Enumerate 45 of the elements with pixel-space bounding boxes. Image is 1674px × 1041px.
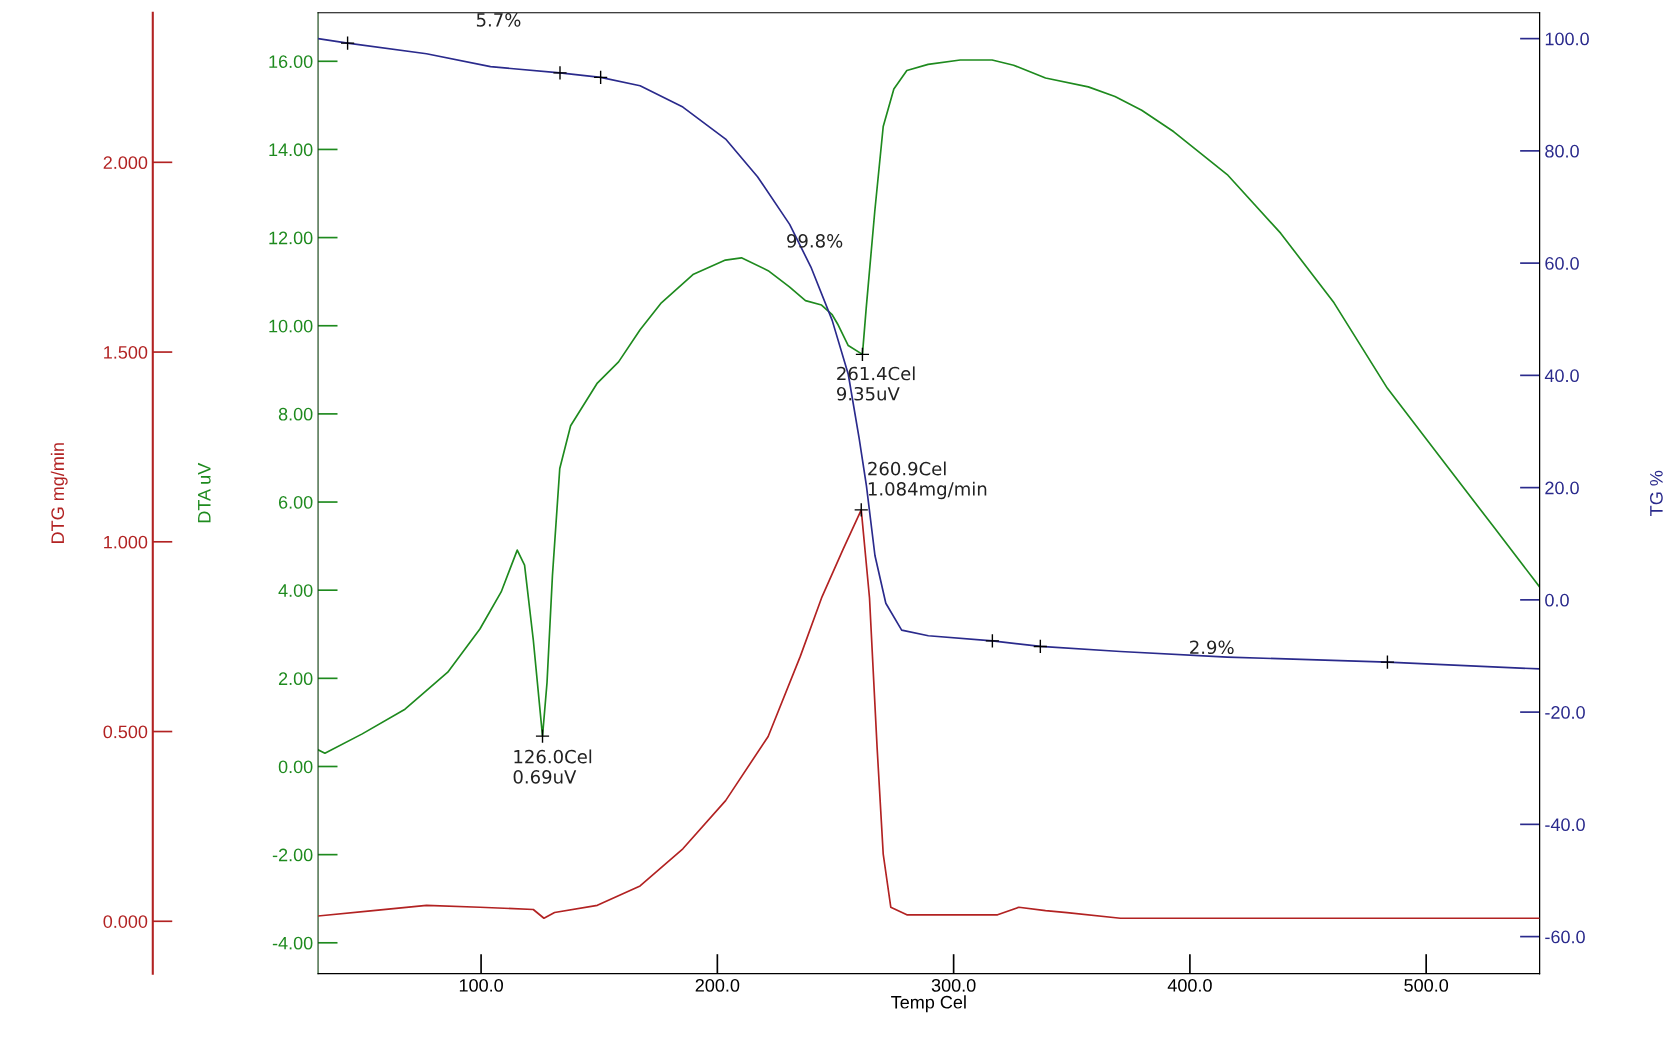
y-tick-label: 1.500 bbox=[104, 345, 148, 359]
point bbox=[1380, 654, 1395, 670]
y3-tick-label: 2.00 bbox=[278, 672, 313, 686]
y3-tick-label: 4.00 bbox=[278, 584, 313, 597]
point bbox=[340, 35, 355, 51]
point bbox=[552, 65, 568, 81]
y3-axis-title: DTA uV bbox=[198, 462, 211, 523]
y2-tick-label: 0.0 bbox=[1545, 593, 1569, 607]
y2-tick-label: 20.0 bbox=[1545, 481, 1579, 495]
y3-tick-label: 6.00 bbox=[278, 495, 313, 509]
y3-tick-label: 16.00 bbox=[269, 55, 313, 69]
x-tick-label: 200.0 bbox=[695, 978, 740, 992]
y2-axis-title: TG % bbox=[1649, 470, 1663, 516]
x-axis-title: Temp Cel bbox=[891, 995, 966, 1013]
y-tick-label: 0.000 bbox=[103, 915, 148, 928]
y3-tick-label: -4.00 bbox=[272, 936, 313, 950]
y3-tick-label: 10.00 bbox=[269, 319, 313, 333]
y-tick-label: 0.500 bbox=[103, 725, 148, 739]
y-tick-label: 1.000 bbox=[104, 535, 148, 549]
x-tick-label: 300.0 bbox=[931, 978, 976, 992]
point bbox=[593, 70, 608, 85]
y3-tick-label: -2.00 bbox=[272, 848, 313, 862]
y-axis-title: DTG mg/min bbox=[50, 443, 68, 543]
y3-tick-label: 0.00 bbox=[278, 760, 313, 774]
annotation: 260.9Cel 1.084mg/min bbox=[868, 461, 987, 500]
y2-tick-label: 100.0 bbox=[1545, 32, 1589, 46]
line-series bbox=[318, 509, 1540, 920]
x-tick-label: 500.0 bbox=[1404, 978, 1449, 992]
x-tick-label: 400.0 bbox=[1167, 978, 1212, 992]
x-tick-label: 100.0 bbox=[459, 978, 503, 992]
annotation: 2.9% bbox=[1190, 640, 1234, 655]
point bbox=[985, 633, 1000, 649]
y2-tick-label: 80.0 bbox=[1545, 144, 1579, 158]
y2-tick-label: -20.0 bbox=[1545, 706, 1585, 719]
point bbox=[1033, 639, 1048, 654]
annotation: 126.0Cel 0.69uV bbox=[513, 749, 592, 784]
annotation: 5.7% bbox=[476, 13, 521, 27]
y3-tick-label: 14.00 bbox=[269, 143, 313, 157]
y3-tick-label: 8.00 bbox=[278, 407, 313, 421]
y2-tick-label: -60.0 bbox=[1545, 930, 1585, 944]
y2-tick-label: -40.0 bbox=[1545, 818, 1585, 832]
y-tick-label: 2.000 bbox=[103, 156, 148, 170]
y2-tick-label: 60.0 bbox=[1545, 257, 1579, 270]
y2-tick-label: 40.0 bbox=[1544, 369, 1579, 383]
y3-tick-label: 12.00 bbox=[269, 231, 313, 245]
